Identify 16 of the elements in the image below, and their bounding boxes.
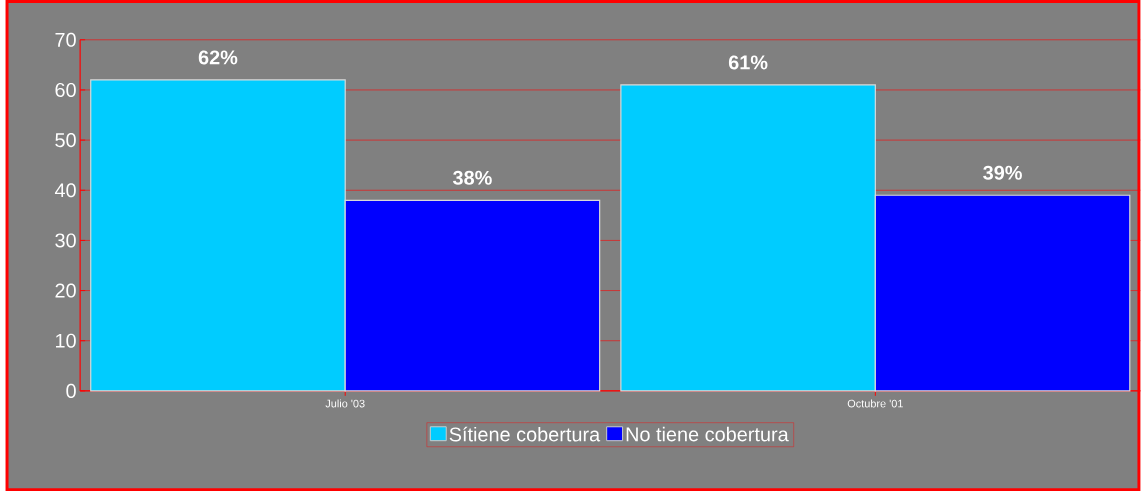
data-label: 39% bbox=[983, 165, 1022, 180]
x-tick-label: Julio '03 bbox=[325, 399, 365, 408]
legend-label: Sítiene cobertura bbox=[449, 426, 601, 442]
y-tick-label: 30 bbox=[55, 233, 76, 248]
x-tick-label: Octubre '01 bbox=[847, 399, 903, 408]
data-label: 61% bbox=[728, 55, 768, 70]
y-tick-label: 70 bbox=[55, 32, 76, 47]
legend-label: No tiene cobertura bbox=[626, 426, 789, 442]
data-label: 62% bbox=[198, 50, 238, 65]
data-label: 38% bbox=[452, 170, 492, 185]
y-tick-label: 60 bbox=[55, 82, 76, 97]
y-tick-label: 20 bbox=[55, 283, 76, 298]
y-tick-label: 40 bbox=[54, 183, 76, 198]
y-tick-label: 0 bbox=[66, 383, 76, 398]
y-tick-label: 10 bbox=[56, 333, 76, 348]
y-tick-label: 50 bbox=[55, 132, 76, 147]
